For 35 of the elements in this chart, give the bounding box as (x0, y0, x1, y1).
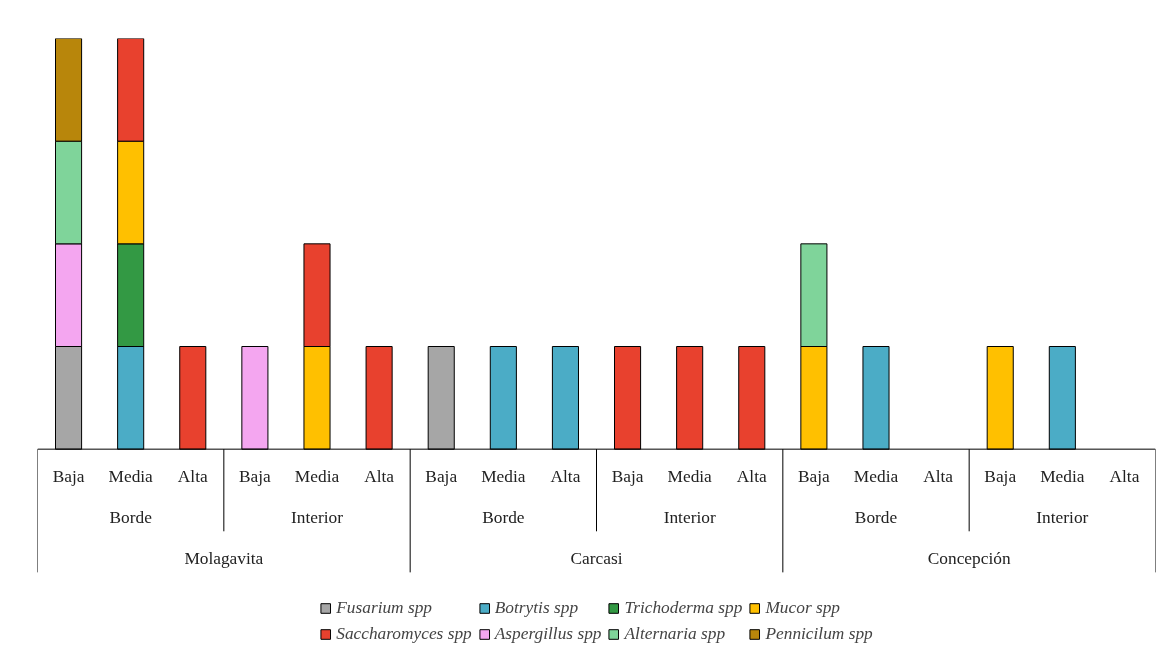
x-tick-label: Baja (984, 467, 1017, 487)
text: Borde (854, 508, 898, 528)
x-tick-label: Baja (611, 467, 644, 487)
legend-label: Aspergillus spp (494, 624, 602, 644)
text: Interior (663, 508, 716, 528)
x-tick-label: Media (1040, 467, 1085, 487)
x-tick-label: Alta (923, 467, 954, 487)
x-tick-label: Alta (1109, 467, 1140, 487)
text: Borde (109, 508, 153, 528)
x-tick-label: Media (108, 467, 154, 487)
text: Molagavita (184, 548, 264, 568)
text: Interior (1036, 508, 1089, 528)
x-tick-label: Alta (736, 467, 767, 487)
x-tick-label: Media (667, 467, 713, 487)
legend-label: Saccharomyces spp (336, 624, 472, 644)
x-tick-label: Alta (364, 467, 395, 487)
x-tick-label: Alta (550, 467, 581, 487)
x-tick-label: Alta (177, 467, 208, 487)
text: Interior (291, 508, 344, 528)
text: Carcasi (570, 548, 623, 568)
x-tick-label: Baja (425, 467, 458, 487)
legend-label: Pennicilum spp (765, 624, 873, 644)
x-tick-label: Baja (52, 467, 85, 487)
legend-label: Alternaria spp (624, 624, 726, 644)
text: Borde (482, 508, 525, 528)
x-tick-label: Media (294, 467, 340, 487)
legend-label: Trichoderma spp (624, 598, 743, 618)
x-tick-label: Baja (239, 467, 272, 487)
text: Concepción (927, 548, 1011, 568)
x-tick-label: Media (853, 467, 899, 487)
legend-label: Botrytis spp (494, 598, 579, 618)
x-tick-label: Baja (798, 467, 831, 487)
legend-label: Mucor spp (765, 598, 841, 618)
legend-label: Fusarium spp (336, 598, 433, 618)
x-tick-label: Media (481, 467, 526, 487)
